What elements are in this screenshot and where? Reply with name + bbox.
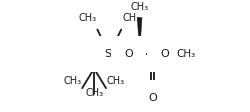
Text: CH₃: CH₃ — [64, 76, 82, 86]
Text: CH₃: CH₃ — [122, 13, 141, 23]
Text: Si: Si — [104, 49, 115, 59]
Text: O: O — [161, 49, 170, 59]
Text: CH₃: CH₃ — [106, 76, 125, 86]
Text: CH₃: CH₃ — [85, 88, 103, 98]
Text: O: O — [148, 93, 157, 103]
Text: CH₃: CH₃ — [78, 13, 96, 23]
Text: CH₃: CH₃ — [130, 2, 149, 12]
Polygon shape — [137, 18, 142, 54]
Text: CH₃: CH₃ — [176, 49, 196, 59]
Text: O: O — [124, 49, 133, 59]
